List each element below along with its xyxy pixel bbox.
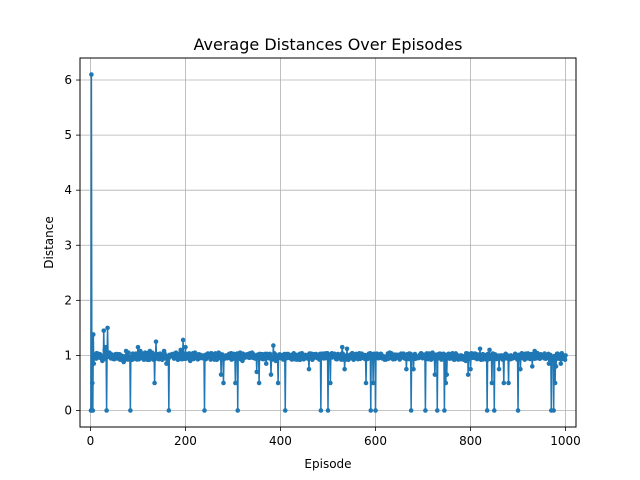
data-point	[318, 408, 324, 413]
data-point	[423, 408, 428, 413]
data-point	[91, 361, 97, 366]
data-point	[202, 408, 207, 413]
data-point	[90, 408, 96, 413]
data-point	[339, 344, 345, 350]
data-point	[404, 366, 409, 372]
data-point	[552, 380, 558, 386]
data-point	[153, 339, 159, 344]
data-point	[256, 380, 262, 386]
data-point	[180, 337, 186, 343]
data-point	[477, 346, 483, 352]
data-point	[328, 380, 333, 386]
data-point	[90, 380, 95, 386]
data-point	[89, 72, 94, 77]
data-point	[368, 408, 374, 413]
data-point	[135, 344, 141, 350]
data-point	[551, 408, 556, 413]
data-point	[152, 380, 157, 386]
data-point	[271, 343, 276, 348]
x-tick-label: 400	[269, 434, 292, 448]
data-point	[373, 408, 378, 413]
data-point	[254, 369, 260, 375]
data-point	[562, 357, 568, 363]
data-point	[282, 408, 288, 413]
data-point	[518, 366, 523, 372]
data-point	[465, 372, 471, 377]
series-layer	[88, 72, 568, 413]
data-point	[126, 350, 131, 355]
data-point	[178, 347, 184, 353]
data-point	[463, 358, 469, 364]
data-point	[235, 408, 241, 413]
data-point	[105, 325, 110, 331]
x-tick-label: 1000	[550, 434, 581, 448]
data-point	[325, 408, 331, 413]
data-point	[491, 408, 497, 413]
data-point	[529, 364, 535, 369]
data-point	[128, 408, 133, 413]
data-point	[546, 361, 552, 366]
data-point	[515, 408, 521, 413]
data-point	[484, 408, 490, 413]
y-tick-label: 3	[64, 238, 72, 252]
y-tick-label: 2	[64, 293, 72, 307]
data-point	[363, 380, 369, 386]
data-point	[487, 347, 492, 353]
data-point	[443, 380, 449, 386]
data-point	[233, 380, 238, 386]
data-point	[306, 366, 312, 372]
x-axis-label: Episode	[304, 457, 351, 471]
x-tick-label: 600	[364, 434, 387, 448]
data-point	[370, 380, 376, 386]
data-point	[275, 380, 281, 386]
data-point	[342, 366, 347, 372]
data-point	[468, 366, 473, 372]
data-point	[489, 380, 495, 386]
y-tick-label: 4	[64, 183, 72, 197]
data-point	[442, 408, 447, 413]
data-point	[218, 372, 224, 377]
y-tick-label: 5	[64, 128, 72, 142]
data-point	[432, 372, 438, 377]
data-point	[553, 364, 559, 369]
data-point	[166, 408, 172, 413]
ticks: 0 200 400 600 800 1000 0 1 2 3 4 5 6	[64, 73, 580, 448]
plot-frame	[79, 57, 577, 428]
x-tick-label: 200	[174, 434, 197, 448]
data-point	[91, 332, 96, 337]
data-point	[411, 366, 416, 372]
data-point	[221, 380, 226, 386]
data-point	[506, 380, 511, 386]
data-point	[434, 408, 440, 413]
data-point	[263, 361, 269, 366]
data-point	[164, 361, 169, 366]
data-point	[183, 344, 188, 350]
data-point	[101, 328, 107, 333]
data-point	[103, 344, 108, 350]
y-tick-label: 1	[64, 348, 72, 362]
data-point	[496, 366, 502, 372]
data-point	[408, 408, 414, 413]
data-point	[268, 372, 274, 377]
chart-title: Average Distances Over Episodes	[194, 35, 463, 54]
data-point	[344, 346, 350, 352]
data-point	[104, 408, 109, 413]
data-point	[439, 357, 444, 362]
data-point	[444, 372, 450, 377]
data-point	[386, 356, 391, 362]
y-axis-label: Distance	[42, 216, 56, 268]
data-point	[563, 353, 568, 358]
y-tick-label: 6	[64, 73, 72, 87]
x-tick-label: 0	[87, 434, 95, 448]
y-tick-label: 0	[64, 403, 72, 417]
grid	[80, 58, 576, 427]
data-point	[501, 380, 507, 386]
x-tick-label: 800	[459, 434, 482, 448]
data-point	[558, 361, 564, 366]
